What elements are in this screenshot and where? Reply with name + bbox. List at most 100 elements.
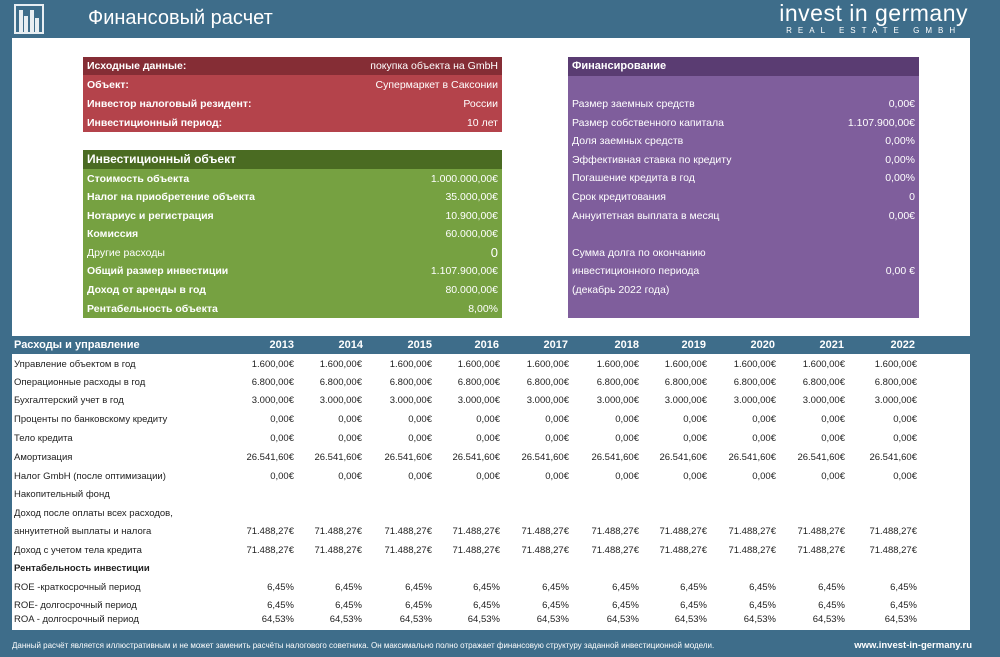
financing-label: Доля заемных средств: [572, 135, 684, 147]
table-cell: 6,45%: [473, 600, 500, 611]
source-data-block: Исходные данные: покупка объекта на GmbH…: [83, 57, 502, 132]
table-row-label: Доход с учетом тела кредита: [14, 545, 142, 556]
financing-value: 0: [909, 191, 915, 203]
table-cell: 71.488,27€: [521, 545, 569, 556]
table-cell: 0,00€: [683, 414, 707, 425]
table-cell: 1.600,00€: [389, 359, 432, 370]
financing-value: 0,00%: [885, 135, 915, 147]
financing-value: 0,00%: [885, 154, 915, 166]
table-cell: 6,45%: [405, 582, 432, 593]
table-cell: 71.488,27€: [797, 526, 845, 537]
investment-label: Налог на приобретение объекта: [87, 191, 256, 203]
table-cell: 0,00€: [476, 433, 500, 444]
investment-value: 10.900,00€: [445, 210, 498, 222]
table-cell: 6,45%: [680, 600, 707, 611]
table-cell: 3.000,00€: [664, 395, 707, 406]
financing-debt-line1: Сумма долга по окончанию: [568, 244, 919, 262]
financing-row: Аннуитетная выплата в месяц 0,00€: [568, 207, 919, 225]
table-cell: 3.000,00€: [733, 395, 776, 406]
table-cell: 0,00€: [545, 414, 569, 425]
table-cell: 0,00€: [752, 471, 776, 482]
table-cell: 6.800,00€: [664, 377, 707, 388]
investment-title: Инвестиционный объект: [87, 152, 236, 166]
financing-block: Финансирование Размер заемных средств 0,0…: [568, 57, 919, 318]
table-cell: 3.000,00€: [596, 395, 639, 406]
investment-header: Инвестиционный объект: [83, 150, 502, 169]
table-row-label: Проценты по банковскому кредиту: [14, 414, 168, 425]
brand-logo: invest in germany REAL ESTATE GMBH: [779, 0, 968, 36]
financing-row: Погашение кредита в год 0,00%: [568, 169, 919, 187]
table-row-label: Бухгалтерский учет в год: [14, 395, 124, 406]
table-cell: 6,45%: [818, 582, 845, 593]
table-cell: 64,53%: [536, 614, 569, 625]
investment-row: Налог на приобретение объекта 35.000,00€: [83, 188, 502, 206]
table-cell: 6.800,00€: [596, 377, 639, 388]
table-cell: 71.488,27€: [314, 545, 362, 556]
financing-row: Доля заемных средств 0,00%: [568, 132, 919, 150]
table-cell: 6,45%: [890, 582, 917, 593]
table-cell: 71.488,27€: [869, 545, 917, 556]
year-header: 2022: [890, 339, 915, 351]
table-cell: 71.488,27€: [797, 545, 845, 556]
financing-label: Срок кредитования: [572, 191, 666, 203]
investment-label: Другие расходы: [87, 247, 165, 259]
financing-label: (декабрь 2022 года): [572, 284, 670, 296]
investment-value: 8,00%: [468, 303, 498, 315]
table-cell: 71.488,27€: [246, 526, 294, 537]
table-cell: 71.488,27€: [452, 545, 500, 556]
table-cell: 6,45%: [542, 600, 569, 611]
financing-debt-value: 0,00 €: [885, 265, 915, 277]
page-title: Финансовый расчет: [88, 7, 273, 29]
table-row-label: ROA - долгосрочный период: [14, 614, 139, 625]
table-cell: 0,00€: [476, 471, 500, 482]
table-cell: 1.600,00€: [733, 359, 776, 370]
year-header: 2014: [338, 339, 363, 351]
table-cell: 6.800,00€: [251, 377, 294, 388]
investment-label: Рентабельность объекта: [87, 303, 218, 315]
table-cell: 26.541,60€: [869, 452, 917, 463]
table-cell: 71.488,27€: [384, 545, 432, 556]
table-cell: 71.488,27€: [591, 545, 639, 556]
financing-label: Размер заемных средств: [572, 98, 695, 110]
table-cell: 3.000,00€: [874, 395, 917, 406]
year-header: 2013: [269, 339, 294, 351]
table-cell: 71.488,27€: [452, 526, 500, 537]
investment-value: 1.000.000,00€: [430, 173, 498, 185]
table-cell: 6.800,00€: [526, 377, 569, 388]
table-cell: 1.600,00€: [457, 359, 500, 370]
table-cell: 0,00€: [545, 471, 569, 482]
investment-row: Доход от аренды в год 80.000,00€: [83, 281, 502, 299]
financing-row: Размер заемных средств 0,00€: [568, 95, 919, 113]
source-row: Исходные данные: покупка объекта на GmbH: [83, 57, 502, 75]
financing-debt-line2: инвестиционного периода 0,00 €: [568, 262, 919, 280]
table-cell: 0,00€: [408, 414, 432, 425]
financing-row: Срок кредитования 0: [568, 188, 919, 206]
table-cell: 26.541,60€: [591, 452, 639, 463]
table-row-label: Тело кредита: [14, 433, 73, 444]
table-cell: 6,45%: [612, 600, 639, 611]
table-cell: 0,00€: [821, 471, 845, 482]
investment-value: 1.107.900,00€: [430, 265, 498, 277]
table-cell: 71.488,27€: [659, 545, 707, 556]
investment-label: Общий размер инвестиции: [87, 265, 229, 277]
investment-row: Общий размер инвестиции 1.107.900,00€: [83, 262, 502, 280]
table-cell: 1.600,00€: [596, 359, 639, 370]
table-row-label: Амортизация: [14, 452, 73, 463]
table-cell: 6,45%: [267, 600, 294, 611]
table-cell: 64,53%: [606, 614, 639, 625]
financing-debt-line3: (декабрь 2022 года): [568, 281, 919, 299]
footer-url-link[interactable]: www.invest-in-germany.ru: [854, 640, 972, 651]
table-cell: 6,45%: [473, 582, 500, 593]
source-row: Инвестор налоговый резидент: России: [83, 95, 502, 113]
table-cell: 3.000,00€: [457, 395, 500, 406]
table-cell: 0,00€: [893, 433, 917, 444]
investment-object-block: Инвестиционный объект Стоимость объекта 1…: [83, 150, 502, 318]
source-row: Объект: Супермаркет в Саксонии: [83, 76, 502, 94]
table-cell: 0,00€: [270, 414, 294, 425]
table-cell: 64,53%: [399, 614, 432, 625]
table-cell: 0,00€: [683, 471, 707, 482]
investment-value: 60.000,00€: [445, 228, 498, 240]
table-row-label: Доход после оплаты всех расходов,: [14, 508, 173, 519]
table-cell: 26.541,60€: [797, 452, 845, 463]
table-cell: 0,00€: [893, 414, 917, 425]
